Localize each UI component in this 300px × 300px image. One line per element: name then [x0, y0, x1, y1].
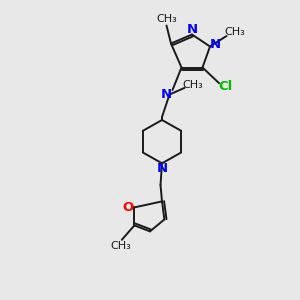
Text: CH₃: CH₃ — [224, 27, 245, 38]
Text: O: O — [123, 201, 134, 214]
Text: N: N — [210, 38, 221, 52]
Text: CH₃: CH₃ — [111, 242, 132, 251]
Text: Cl: Cl — [218, 80, 233, 93]
Text: N: N — [186, 23, 198, 36]
Text: CH₃: CH₃ — [182, 80, 203, 90]
Text: N: N — [160, 88, 172, 101]
Text: N: N — [156, 162, 168, 175]
Text: CH₃: CH₃ — [156, 14, 177, 25]
